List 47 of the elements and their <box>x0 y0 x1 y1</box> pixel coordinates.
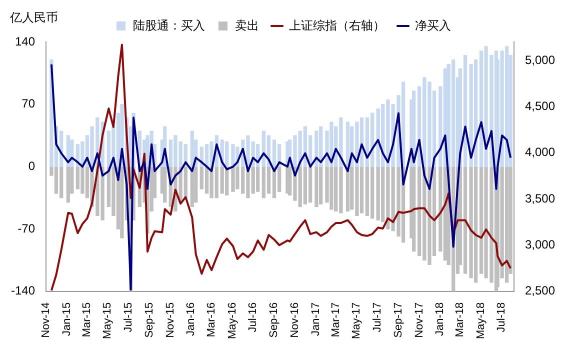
legend-label: 上证综指（右轴） <box>289 18 385 32</box>
y2-tick-label: 2,500 <box>524 284 556 298</box>
x-tick-label: Jan-15 <box>60 302 73 336</box>
bar <box>346 122 350 167</box>
bar <box>314 166 318 208</box>
y-tick-label: 70 <box>22 96 36 111</box>
x-tick-label: Sep-16 <box>268 302 280 338</box>
legend-label: 陆股通：买入 <box>133 18 205 32</box>
bar <box>163 166 167 203</box>
bar <box>194 166 198 203</box>
x-tick-label: May-17 <box>350 302 363 340</box>
x-tick-label: Nov-17 <box>413 302 426 338</box>
x-tick-label: Jul-15 <box>122 302 134 332</box>
x-tick-label: May-18 <box>474 302 487 340</box>
y2-tick-label: 3,500 <box>524 191 556 206</box>
y-tick-label: 140 <box>14 34 36 48</box>
y-tick-label: -70 <box>18 221 36 236</box>
x-tick-label: May-15 <box>102 302 114 340</box>
x-tick-label: Nov-16 <box>289 302 302 338</box>
x-tick-label: Sep-15 <box>144 302 156 338</box>
x-tick-label: Nov-15 <box>164 302 176 338</box>
x-tick-label: Mar-18 <box>454 302 466 338</box>
x-tick-label: Jan-16 <box>185 302 198 336</box>
x-tick-label: Jan-18 <box>434 302 446 336</box>
x-tick-label: Nov-14 <box>40 302 52 338</box>
x-tick-label: Jan-17 <box>310 302 322 336</box>
legend-label: 卖出 <box>235 18 259 32</box>
x-tick-label: May-16 <box>226 302 238 340</box>
x-tick-label: Sep-17 <box>392 302 405 338</box>
bar <box>314 130 318 167</box>
bar <box>412 166 416 252</box>
x-tick-label: Jul-18 <box>496 302 508 332</box>
x-tick-label: Jul-17 <box>371 302 384 332</box>
y2-tick-label: 3,000 <box>524 237 556 252</box>
y-tick-label: 0 <box>28 158 36 173</box>
x-tick-label: Jul-16 <box>247 302 260 332</box>
y2-tick-label: 4,000 <box>524 145 556 160</box>
legend-label: 净买入 <box>415 18 451 32</box>
x-tick-label: Mar-17 <box>330 302 342 338</box>
y2-tick-label: 5,000 <box>524 52 556 67</box>
y2-tick-label: 4,500 <box>524 98 556 113</box>
y-axis-title: 亿人民币 <box>9 10 58 24</box>
bar <box>190 130 194 167</box>
x-tick-label: Mar-15 <box>80 302 93 338</box>
x-tick-label: Mar-16 <box>206 302 218 338</box>
bar <box>66 166 70 203</box>
y-tick-label: -140 <box>10 284 36 298</box>
